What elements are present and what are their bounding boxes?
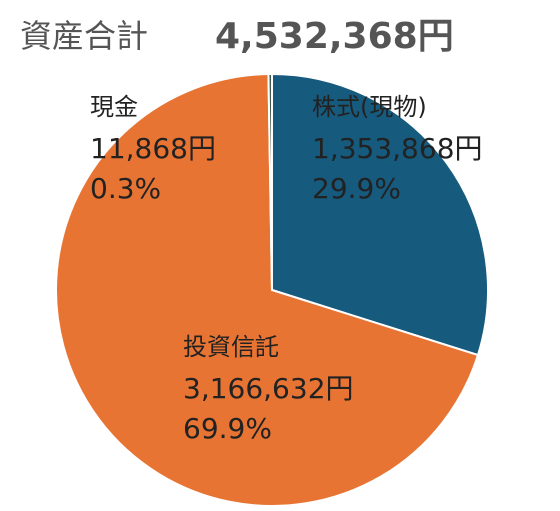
slice-value: 1,353,868円 xyxy=(312,132,483,165)
slice-name: 投資信託 xyxy=(183,333,279,361)
slice-percent: 69.9% xyxy=(183,412,272,445)
total: 4,532,368円 xyxy=(215,16,454,57)
slice-name: 現金 xyxy=(90,93,138,121)
slice-value: 11,868円 xyxy=(90,132,216,165)
slice-value: 3,166,632円 xyxy=(183,372,354,405)
pie-slice xyxy=(55,73,480,507)
pie-slice xyxy=(267,72,273,291)
slice-percent: 29.9% xyxy=(312,172,401,205)
chart-title: 資産合計 xyxy=(20,17,148,55)
slice-percent: 0.3% xyxy=(90,172,161,205)
pie-slice xyxy=(271,72,489,357)
slice-name: 株式(現物) xyxy=(312,93,427,121)
